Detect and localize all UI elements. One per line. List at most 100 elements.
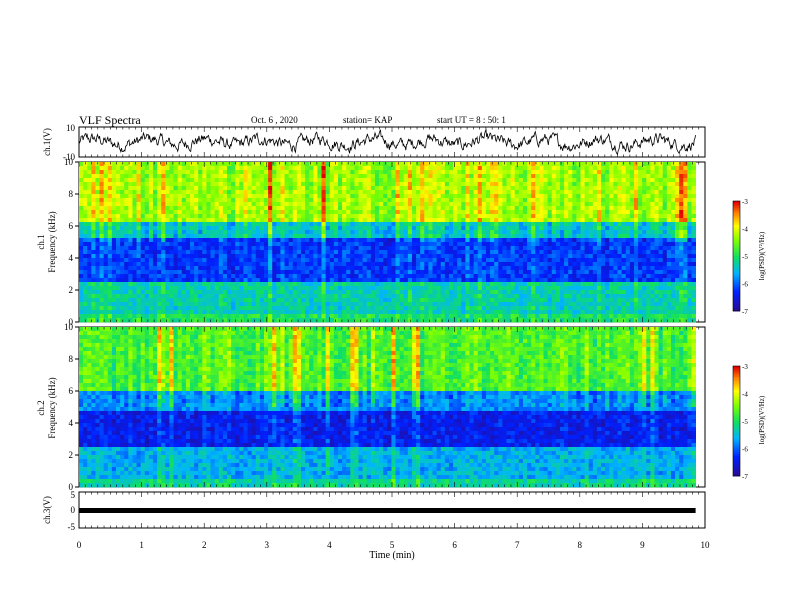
spectrogram-cell — [658, 230, 664, 235]
spectrogram-cell — [194, 170, 199, 175]
spectrogram-cell — [568, 222, 573, 227]
spectrogram-cell — [370, 262, 376, 267]
spectrogram-cell — [346, 254, 351, 259]
spectrogram-cell — [642, 230, 647, 235]
spectrogram-cell — [259, 278, 265, 283]
spectrogram-cell — [181, 166, 187, 171]
spectrogram-cell — [547, 210, 553, 215]
spectrogram-cell — [272, 218, 277, 223]
spectrogram-cell — [222, 166, 228, 171]
spectrogram-cell — [288, 182, 294, 187]
spectrogram-cell — [481, 270, 487, 275]
spectrogram-cell — [247, 246, 253, 251]
spectrogram-cell — [469, 238, 475, 243]
spectrogram-cell — [539, 198, 544, 203]
spectrogram-cell — [670, 230, 676, 235]
spectrogram-cell — [181, 234, 187, 239]
spectrogram-cell — [395, 166, 401, 171]
spectrogram-cell — [358, 194, 364, 199]
spectrogram-cell — [654, 274, 660, 279]
spectrogram-cell — [111, 266, 117, 271]
spectrogram-cell — [670, 262, 676, 267]
spectrogram-cell — [95, 294, 100, 299]
spectrogram-cell — [296, 182, 302, 187]
spectrogram-cell — [313, 182, 318, 187]
spectrogram-cell — [173, 190, 179, 195]
spectrogram-cell — [601, 222, 606, 227]
spectrogram-cell — [87, 286, 92, 291]
spectrogram-cell — [650, 246, 655, 251]
spectrogram-cell — [173, 210, 179, 215]
spectrogram-cell — [370, 254, 376, 259]
spectrogram-cell — [453, 290, 458, 295]
spectrogram-cell — [498, 218, 503, 223]
spectrogram-cell — [181, 274, 187, 279]
spectrogram-cell — [498, 258, 503, 263]
spectrogram-cell — [395, 246, 401, 251]
spectrogram-cell — [181, 270, 187, 275]
spectrogram-cell — [374, 202, 380, 207]
spectrogram-cell — [485, 198, 491, 203]
spectrogram-cell — [288, 258, 294, 263]
spectrogram-cell — [214, 294, 220, 299]
spectrogram-cell — [522, 218, 528, 223]
spectrogram-cell — [675, 194, 680, 199]
spectrogram-cell — [103, 202, 109, 207]
spectrogram-cell — [83, 290, 88, 295]
spectrogram-cell — [210, 246, 216, 251]
spectrogram-cell — [514, 250, 520, 255]
spectrogram-cell — [588, 270, 594, 275]
spectrogram-cell — [518, 170, 524, 175]
spectrogram-cell — [555, 266, 561, 271]
spectrogram-cell — [609, 258, 614, 263]
spectrogram-cell — [288, 190, 294, 195]
spectrogram-cell — [152, 290, 158, 295]
spectrogram-cell — [592, 250, 598, 255]
spectrogram-cell — [621, 262, 627, 267]
spectrogram-cell — [329, 210, 335, 215]
spectrogram-cell — [346, 206, 351, 211]
spectrogram-cell — [140, 182, 146, 187]
spectrogram-cell — [79, 258, 84, 263]
spectrogram-cell — [152, 286, 158, 291]
spectrogram-cell — [185, 254, 191, 259]
spectrogram-cell — [194, 246, 199, 251]
spectrogram-cell — [103, 210, 109, 215]
spectrogram-cell — [218, 286, 224, 291]
spectrogram-cell — [226, 246, 232, 251]
spectrogram-cell — [243, 162, 248, 167]
spectrogram-cell — [683, 206, 688, 211]
spectrogram-cell — [411, 218, 417, 223]
spectrogram-cell — [370, 278, 376, 283]
spectrogram-cell — [424, 186, 429, 191]
spectrogram-cell — [411, 234, 417, 239]
spectrogram-cell — [518, 254, 524, 259]
spectrogram-cell — [95, 174, 100, 179]
spectrogram-cell — [268, 230, 273, 235]
spectrogram-cell — [111, 206, 117, 211]
spectrogram-cell — [596, 190, 602, 195]
spectrogram-cell — [354, 210, 359, 215]
spectrogram-cell — [506, 274, 512, 279]
spectrogram-cell — [263, 270, 269, 275]
spectrogram-cell — [379, 258, 384, 263]
spectrogram-cell — [666, 278, 672, 283]
spectrogram-cell — [424, 222, 429, 227]
spectrogram-cell — [457, 246, 462, 251]
spectrogram-cell — [292, 274, 298, 279]
spectrogram-cell — [687, 258, 692, 263]
spectrogram-cell — [132, 162, 137, 167]
spectrogram-cell — [354, 190, 359, 195]
spectrogram-cell — [366, 290, 372, 295]
spectrogram-cell — [243, 222, 248, 227]
spectrogram-cell — [206, 182, 211, 187]
spectrogram-cell — [124, 262, 129, 267]
spectrogram-cell — [124, 250, 129, 255]
spectrogram-cell — [646, 206, 651, 211]
spectrogram-cell — [687, 270, 692, 275]
spectrogram-cell — [444, 226, 450, 231]
spectrogram-cell — [218, 198, 224, 203]
spectrogram-cell — [506, 266, 512, 271]
spectrogram-cell — [177, 282, 183, 287]
spectrogram-cell — [189, 226, 195, 231]
